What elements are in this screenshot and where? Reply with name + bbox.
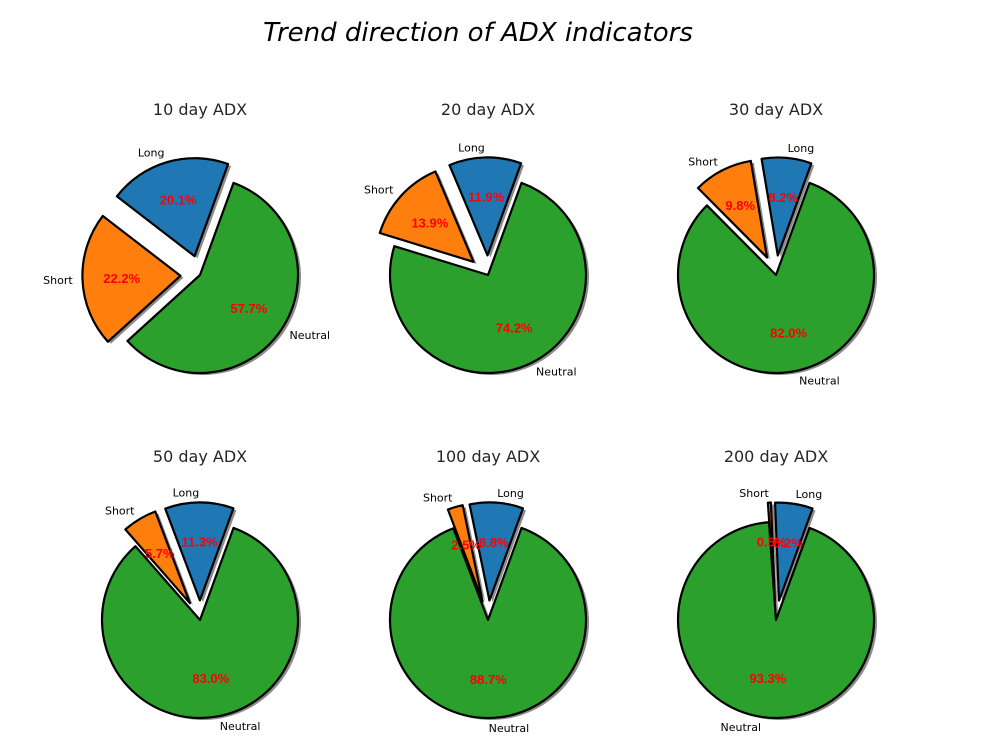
pie-wedge-neutral	[126, 181, 300, 375]
pie-panel-2: 20 day ADX Long 11.9% Short 13.9% Neutral 74.2…	[364, 100, 589, 379]
wedge-percent-label: 11.9%	[468, 190, 505, 205]
pie-wedge-short	[124, 510, 192, 605]
wedge-percent-label: 83.0%	[192, 671, 229, 686]
wedges	[388, 501, 588, 720]
wedge-percent-label: 5.7%	[145, 546, 175, 561]
pie-panel-5: 100 day ADX Long 8.8% Short 2.5% Neutral 88.7%	[388, 447, 589, 735]
pie-wedge-neutral	[388, 181, 588, 375]
wedge-category-label: Short	[105, 505, 135, 518]
wedge-category-label: Short	[423, 492, 453, 505]
wedge-percent-label: 13.9%	[411, 215, 448, 230]
wedge-category-label: Short	[43, 274, 73, 287]
pie-title: 200 day ADX	[724, 447, 828, 466]
pie-title: 10 day ADX	[153, 100, 247, 119]
wedges	[676, 501, 876, 720]
wedge-percent-label: 74.2%	[496, 321, 533, 336]
pie-wedge-long	[760, 156, 813, 257]
pie-panel-4: 50 day ADX Long 11.3% Short 5.7% Neutral 83.0%	[100, 447, 301, 733]
wedge-labels: Long 8.8% Short 2.5% Neutral 88.7%	[423, 487, 529, 735]
wedge-percent-label: 8.8%	[479, 535, 509, 550]
wedges	[378, 156, 588, 375]
pie-wedge-neutral	[100, 526, 300, 720]
wedge-category-label: Neutral	[799, 374, 840, 387]
pie-title: 100 day ADX	[436, 447, 540, 466]
wedges	[676, 156, 876, 375]
pie-panel-3: 30 day ADX Long 8.2% Short 9.8% Neutral 82.0%	[676, 100, 878, 387]
pie-panel-6: 200 day ADX Long 6.2% Short 0.5% Neutral 93.3%	[676, 447, 877, 734]
pie-wedge-long	[468, 501, 525, 602]
pie-wedge-short	[378, 170, 475, 263]
wedge-category-label: Neutral	[290, 329, 331, 342]
wedge-category-label: Neutral	[220, 720, 261, 733]
wedge-percent-label: 9.8%	[725, 198, 755, 213]
wedge-percent-label: 8.2%	[768, 190, 798, 205]
pie-wedge-short	[446, 504, 484, 603]
wedge-percent-label: 20.1%	[160, 193, 197, 208]
wedge-labels: Long 11.9% Short 13.9% Neutral 74.2%	[364, 142, 577, 379]
pie-wedge-short	[696, 159, 769, 259]
wedge-category-label: Neutral	[536, 366, 577, 379]
wedge-category-label: Long	[788, 142, 815, 155]
wedge-category-label: Long	[173, 487, 200, 500]
wedge-labels: Long 20.1% Short 22.2% Neutral 57.7%	[43, 147, 330, 343]
pie-wedge-neutral	[676, 181, 876, 375]
pie-wedge-long	[448, 156, 523, 257]
wedge-percent-label: 0.5%	[757, 535, 787, 550]
wedge-category-label: Neutral	[489, 722, 530, 735]
pie-wedge-neutral	[388, 526, 588, 720]
wedge-percent-label: 88.7%	[470, 672, 507, 687]
wedge-labels: Long 8.2% Short 9.8% Neutral 82.0%	[688, 142, 839, 387]
pie-wedge-long	[773, 501, 814, 602]
wedge-percent-label: 57.7%	[230, 301, 267, 316]
figure-title: Trend direction of ADX indicators	[263, 18, 693, 48]
wedge-category-label: Short	[688, 156, 718, 169]
wedge-labels: Long 11.3% Short 5.7% Neutral 83.0%	[105, 487, 260, 733]
wedge-category-label: Neutral	[720, 721, 761, 734]
wedge-percent-label: 93.3%	[749, 671, 786, 686]
wedge-percent-label: 82.0%	[770, 325, 807, 340]
pie-wedge-short	[81, 214, 182, 343]
pie-wedge-neutral	[676, 521, 876, 720]
wedge-percent-label: 6.2%	[773, 536, 803, 551]
wedge-percent-label: 22.2%	[103, 271, 140, 286]
pie-title: 20 day ADX	[441, 100, 535, 119]
wedge-category-label: Short	[739, 487, 769, 500]
pie-wedge-long	[115, 157, 230, 258]
wedges	[81, 157, 300, 375]
wedge-category-label: Long	[497, 487, 524, 500]
wedge-category-label: Long	[796, 488, 823, 501]
pie-wedge-long	[164, 501, 235, 602]
wedges	[100, 501, 300, 720]
wedge-percent-label: 2.5%	[451, 538, 481, 553]
pie-title: 50 day ADX	[153, 447, 247, 466]
pie-title: 30 day ADX	[729, 100, 823, 119]
wedge-percent-label: 11.3%	[181, 535, 218, 550]
wedge-category-label: Short	[364, 184, 394, 197]
wedge-labels: Long 6.2% Short 0.5% Neutral 93.3%	[720, 487, 822, 734]
pie-panel-1: 10 day ADX Long 20.1% Short 22.2% Neutral 57.7…	[43, 100, 330, 375]
wedge-category-label: Long	[458, 142, 485, 155]
wedge-category-label: Long	[138, 147, 165, 160]
